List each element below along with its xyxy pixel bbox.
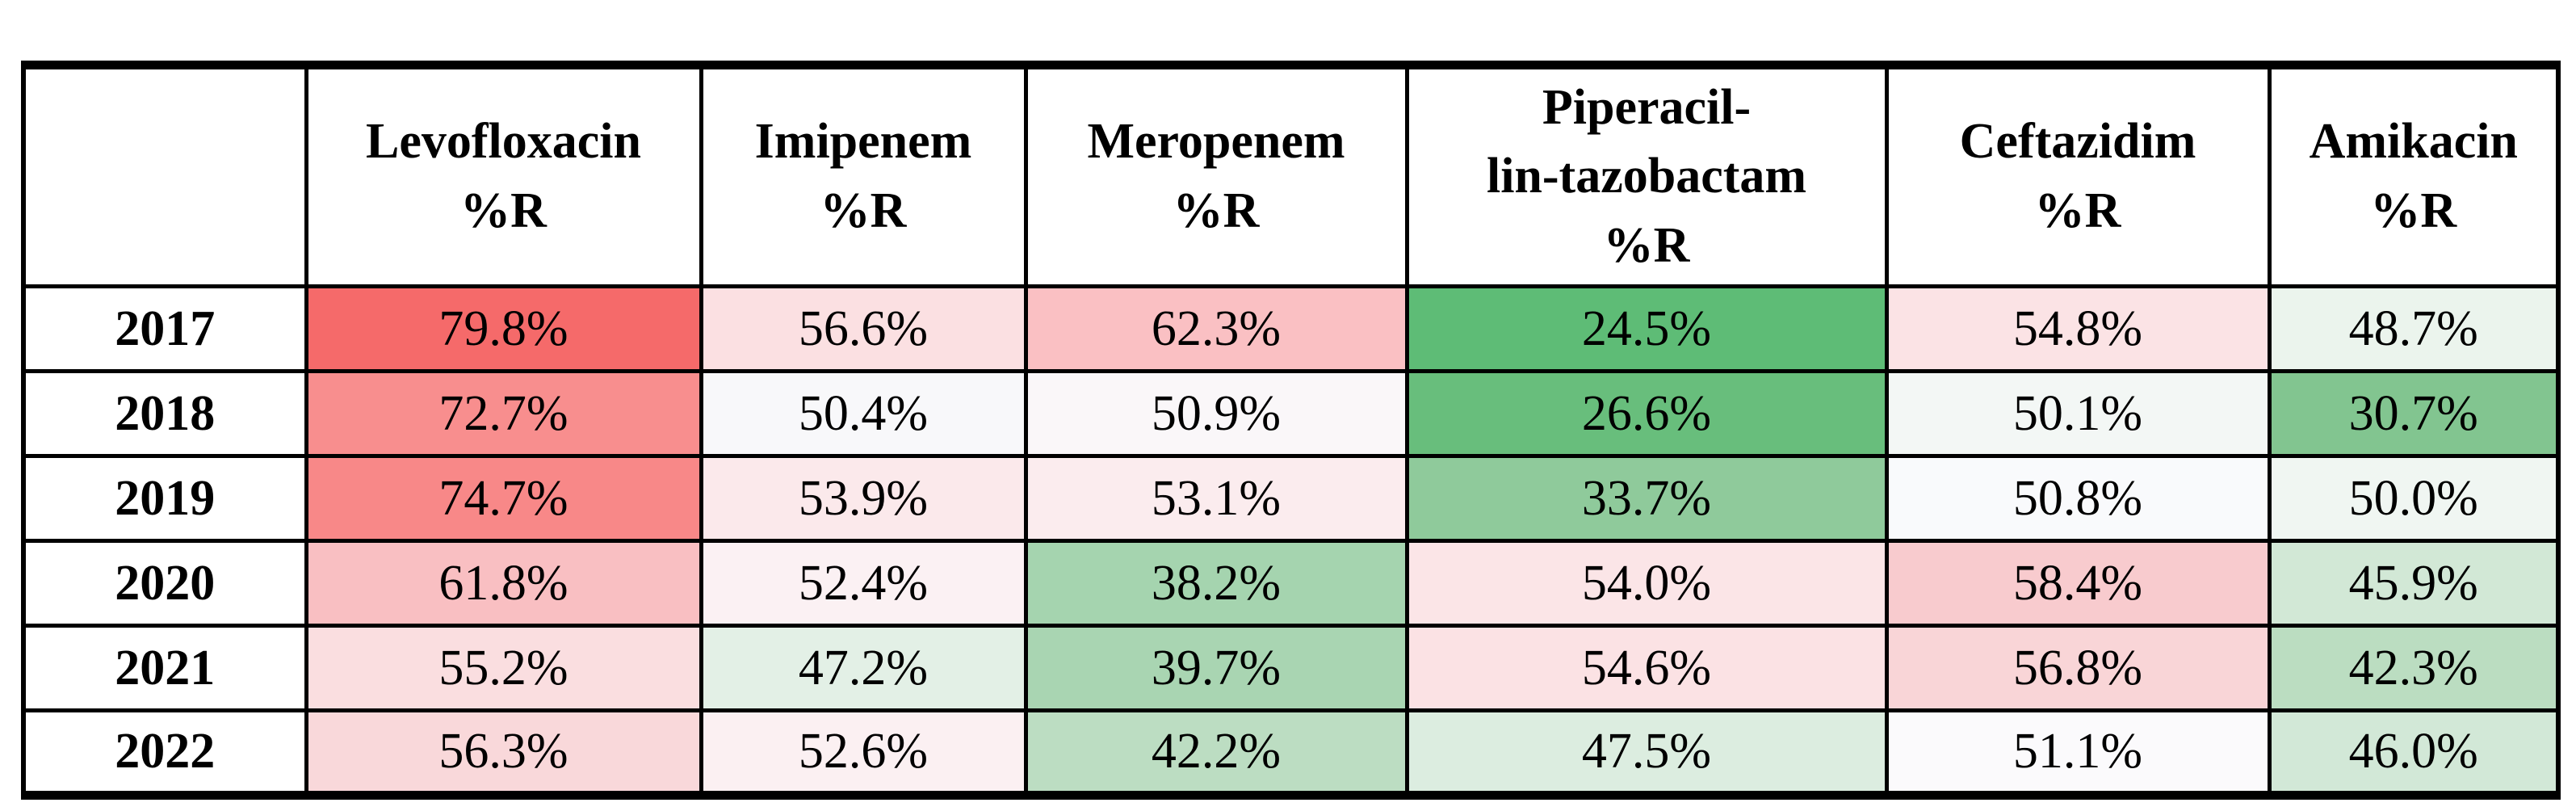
column-header-line: Ceftazidim [1959, 114, 2196, 170]
cell-2017-meropenem: 62.3% [1023, 284, 1409, 373]
corner-cell [21, 63, 308, 288]
cell-2019-levofloxacin: 74.7% [304, 454, 703, 543]
cell-2017-levofloxacin: 79.8% [304, 284, 703, 373]
cell-2020-amikacin: 45.9% [2267, 539, 2561, 628]
cell-2020-imipenem: 52.4% [699, 539, 1028, 628]
column-header-amikacin: Amikacin %R [2267, 63, 2561, 288]
cell-2019-ceftazidim: 50.8% [1884, 454, 2272, 543]
cell-2022-ceftazidim: 51.1% [1884, 708, 2272, 797]
cell-2020-meropenem: 38.2% [1023, 539, 1409, 628]
column-header-line: Levofloxacin [366, 114, 641, 170]
cell-2020-ceftazidim: 58.4% [1884, 539, 2272, 628]
cell-2017-amikacin: 48.7% [2267, 284, 2561, 373]
table-row-2022: 2022 56.3% 52.6% 42.2% 47.5% 51.1% 46.0% [21, 708, 2561, 797]
antibiotic-resistance-heatmap-table: Levofloxacin %R Imipenem %R Meropenem %R Piper… [21, 61, 2561, 800]
cell-2019-imipenem: 53.9% [699, 454, 1028, 543]
cell-2018-piperacillin-tazobactam: 26.6% [1404, 369, 1889, 458]
table-row-2019: 2019 74.7% 53.9% 53.1% 33.7% 50.8% 50.0% [21, 454, 2561, 543]
cell-2018-amikacin: 30.7% [2267, 369, 2561, 458]
column-header-line: Amikacin [2309, 114, 2518, 170]
column-header-line: %R [1173, 183, 1260, 238]
column-header-line: Meropenem [1087, 114, 1345, 170]
cell-2017-piperacillin-tazobactam: 24.5% [1404, 284, 1889, 373]
row-header-2018: 2018 [21, 369, 308, 458]
table-body: 2017 79.8% 56.6% 62.3% 24.5% 54.8% 48.7% 2018 72… [21, 284, 2561, 797]
cell-2018-ceftazidim: 50.1% [1884, 369, 2272, 458]
column-header-line: %R [1603, 217, 1690, 273]
cell-2021-amikacin: 42.3% [2267, 624, 2561, 712]
cell-2017-imipenem: 56.6% [699, 284, 1028, 373]
row-header-2019: 2019 [21, 454, 308, 543]
row-header-2022: 2022 [21, 708, 308, 797]
cell-2022-imipenem: 52.6% [699, 708, 1028, 797]
column-header-piperacillin-tazobactam: Piperacil-lin-tazobactam %R [1404, 63, 1889, 288]
cell-2020-levofloxacin: 61.8% [304, 539, 703, 628]
cell-2018-meropenem: 50.9% [1023, 369, 1409, 458]
column-header-line: %R [2034, 183, 2121, 238]
table-row-2021: 2021 55.2% 47.2% 39.7% 54.6% 56.8% 42.3% [21, 624, 2561, 712]
cell-2021-piperacillin-tazobactam: 54.6% [1404, 624, 1889, 712]
column-header-line: %R [2370, 183, 2457, 238]
cell-2018-levofloxacin: 72.7% [304, 369, 703, 458]
column-header-line: Piperacil- [1542, 79, 1752, 135]
row-header-2020: 2020 [21, 539, 308, 628]
cell-2022-piperacillin-tazobactam: 47.5% [1404, 708, 1889, 797]
column-header-imipenem: Imipenem %R [699, 63, 1028, 288]
cell-2021-meropenem: 39.7% [1023, 624, 1409, 712]
cell-2017-ceftazidim: 54.8% [1884, 284, 2272, 373]
table-row-2017: 2017 79.8% 56.6% 62.3% 24.5% 54.8% 48.7% [21, 284, 2561, 373]
table-row-2020: 2020 61.8% 52.4% 38.2% 54.0% 58.4% 45.9% [21, 539, 2561, 628]
cell-2022-levofloxacin: 56.3% [304, 708, 703, 797]
column-header-meropenem: Meropenem %R [1023, 63, 1409, 288]
row-header-2017: 2017 [21, 284, 308, 373]
cell-2018-imipenem: 50.4% [699, 369, 1028, 458]
cell-2021-ceftazidim: 56.8% [1884, 624, 2272, 712]
table-row-2018: 2018 72.7% 50.4% 50.9% 26.6% 50.1% 30.7% [21, 369, 2561, 458]
column-header-line: lin-tazobactam [1486, 149, 1807, 204]
column-header-levofloxacin: Levofloxacin %R [304, 63, 703, 288]
header-row: Levofloxacin %R Imipenem %R Meropenem %R Piper… [21, 63, 2561, 288]
cell-2019-amikacin: 50.0% [2267, 454, 2561, 543]
column-header-line: %R [820, 183, 907, 238]
cell-2022-amikacin: 46.0% [2267, 708, 2561, 797]
table-header: Levofloxacin %R Imipenem %R Meropenem %R Piper… [21, 63, 2561, 288]
cell-2019-piperacillin-tazobactam: 33.7% [1404, 454, 1889, 543]
cell-2021-levofloxacin: 55.2% [304, 624, 703, 712]
cell-2021-imipenem: 47.2% [699, 624, 1028, 712]
cell-2022-meropenem: 42.2% [1023, 708, 1409, 797]
column-header-line: Imipenem [754, 114, 972, 170]
column-header-line: %R [460, 183, 547, 238]
row-header-2021: 2021 [21, 624, 308, 712]
cell-2019-meropenem: 53.1% [1023, 454, 1409, 543]
column-header-ceftazidim: Ceftazidim %R [1884, 63, 2272, 288]
cell-2020-piperacillin-tazobactam: 54.0% [1404, 539, 1889, 628]
